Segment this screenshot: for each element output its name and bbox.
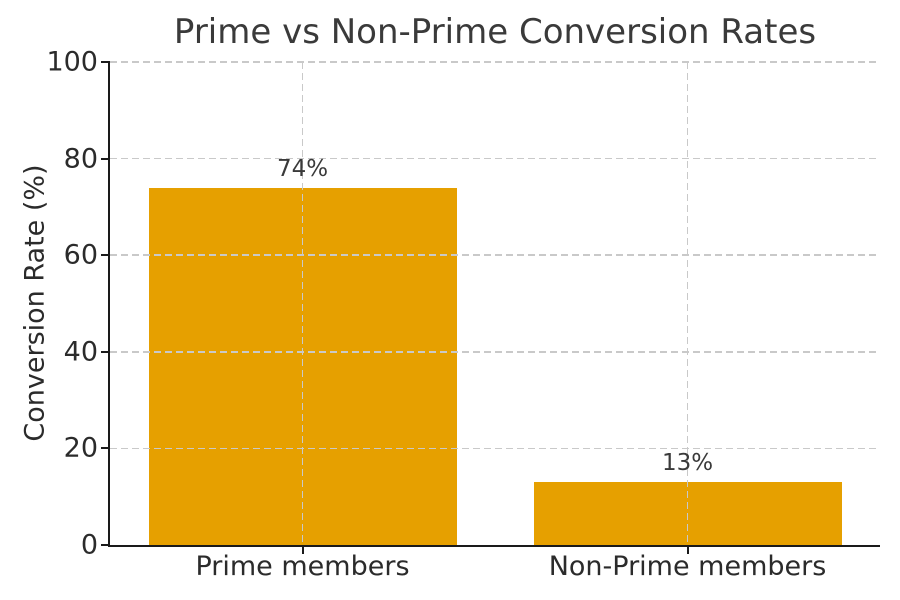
y-tick-label: 0 [80,529,98,561]
gridline-horizontal [110,351,880,353]
x-tick-label: Non-Prime members [548,551,827,582]
gridline-vertical [301,62,304,545]
y-tick-mark [101,254,110,257]
gridline-horizontal [110,254,880,256]
y-tick-label: 20 [63,432,98,464]
y-tick-mark [101,544,110,546]
y-tick-mark [101,350,110,353]
bar-value-label: 13% [661,450,714,477]
y-tick-label: 80 [63,143,98,175]
x-tick-label: Prime members [195,551,410,582]
y-tick-mark [101,61,110,63]
gridline-vertical [686,62,689,545]
y-axis-spine [108,62,110,547]
y-tick-mark [101,157,110,160]
gridline-horizontal [110,447,880,450]
y-tick-mark [101,447,110,450]
chart-title: Prime vs Non-Prime Conversion Rates [173,12,817,52]
y-tick-label: 100 [46,46,98,78]
y-tick-label: 40 [63,336,98,368]
x-axis-spine [108,545,880,547]
x-tick-mark [301,547,304,554]
gridline-horizontal [110,61,880,63]
x-tick-mark [686,547,689,554]
bar-value-label: 74% [276,155,329,182]
gridline-horizontal [110,157,880,160]
y-axis-label: Conversion Rate (%) [19,164,51,442]
y-tick-label: 60 [63,239,98,271]
